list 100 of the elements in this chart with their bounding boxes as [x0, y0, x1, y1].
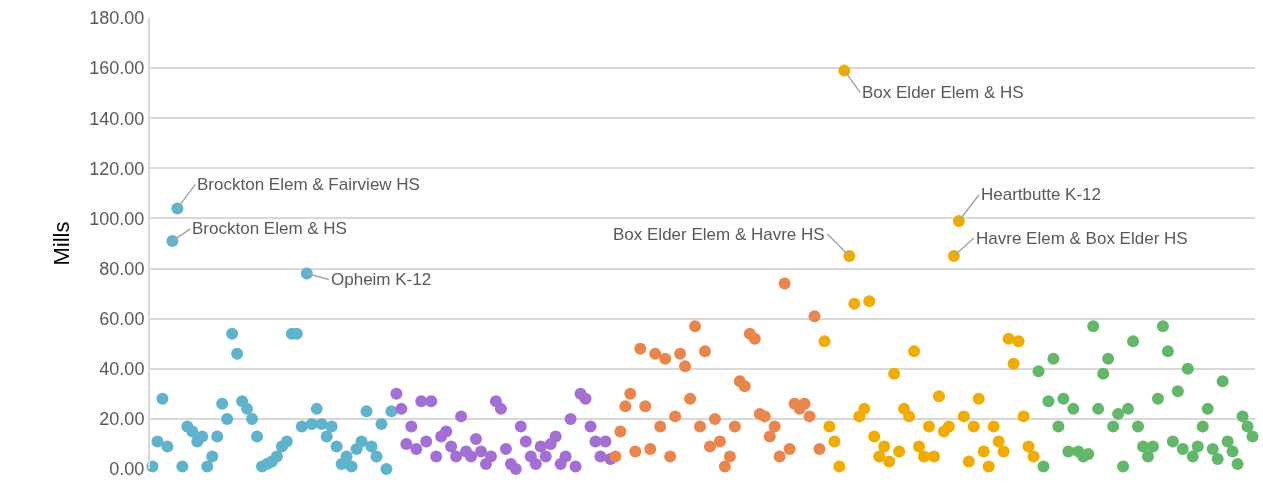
- point: [833, 460, 846, 473]
- point: [738, 380, 751, 393]
- point: [1221, 435, 1234, 448]
- data-label: Havre Elem & Box Elder HS: [976, 229, 1188, 248]
- point: [609, 450, 622, 463]
- point: [410, 442, 423, 455]
- point: [1027, 450, 1040, 463]
- point: [624, 387, 637, 400]
- point: [893, 445, 906, 458]
- point: [708, 412, 721, 425]
- point: [1236, 410, 1249, 423]
- point: [977, 445, 990, 458]
- point: [320, 430, 333, 443]
- y-tick-label: 40.00: [99, 359, 145, 380]
- point: [1102, 352, 1115, 365]
- data-label: Box Elder Elem & Havre HS: [613, 225, 825, 244]
- point: [674, 347, 687, 360]
- point: [549, 430, 562, 443]
- point: [564, 412, 577, 425]
- point: [748, 332, 761, 345]
- point: [1211, 452, 1224, 465]
- y-axis-title: Mills: [48, 221, 74, 266]
- point: [903, 410, 916, 423]
- point: [773, 450, 786, 463]
- point: [823, 420, 836, 433]
- point: [908, 345, 921, 358]
- point: [509, 463, 522, 475]
- point: [932, 390, 945, 403]
- point: [654, 420, 667, 433]
- point: [803, 410, 816, 423]
- point: [1017, 410, 1030, 423]
- point: [579, 392, 592, 405]
- y-tick-label: 140.00: [89, 108, 145, 129]
- point: [151, 435, 164, 448]
- point: [713, 435, 726, 448]
- point: [828, 435, 841, 448]
- point: [1201, 402, 1214, 415]
- point: [1132, 420, 1145, 433]
- y-tick-label: 100.00: [89, 208, 145, 229]
- point: [355, 435, 368, 448]
- point: [1067, 402, 1080, 415]
- point: [1117, 460, 1130, 473]
- point: [808, 310, 821, 323]
- point: [768, 420, 781, 433]
- point: [206, 450, 219, 463]
- point: [559, 450, 572, 463]
- point: [947, 250, 960, 263]
- point: [295, 420, 308, 433]
- point: [888, 367, 901, 380]
- point: [390, 387, 403, 400]
- point: [569, 460, 582, 473]
- point: [241, 402, 254, 415]
- point: [718, 460, 731, 473]
- point: [813, 442, 826, 455]
- point: [305, 417, 318, 430]
- point: [848, 297, 861, 310]
- point: [280, 435, 293, 448]
- point: [1002, 332, 1015, 345]
- point: [211, 430, 224, 443]
- point: [1097, 367, 1110, 380]
- point: [370, 450, 383, 463]
- point: [1186, 450, 1199, 463]
- point: [1107, 420, 1120, 433]
- point: [873, 450, 886, 463]
- y-tick-label: 60.00: [99, 308, 145, 329]
- point: [405, 420, 418, 433]
- point: [1037, 460, 1050, 473]
- point: [420, 435, 433, 448]
- point: [1047, 352, 1060, 365]
- point: [375, 417, 388, 430]
- point: [703, 440, 716, 453]
- point: [783, 442, 796, 455]
- point: [465, 450, 478, 463]
- point: [913, 440, 926, 453]
- point: [499, 442, 512, 455]
- point: [942, 420, 955, 433]
- point: [599, 435, 612, 448]
- y-tick-label: 0.00: [109, 459, 145, 480]
- point: [1112, 407, 1125, 420]
- point: [1007, 357, 1020, 370]
- point: [166, 234, 179, 247]
- point: [176, 460, 189, 473]
- point: [684, 392, 697, 405]
- point: [1087, 320, 1100, 333]
- point: [883, 455, 896, 468]
- point: [1196, 420, 1209, 433]
- point: [649, 347, 662, 360]
- point: [186, 425, 199, 438]
- point: [385, 405, 398, 418]
- point: [679, 360, 692, 373]
- data-label: Opheim K-12: [331, 270, 432, 289]
- point: [1176, 442, 1189, 455]
- point: [957, 410, 970, 423]
- point: [251, 430, 264, 443]
- point: [922, 420, 935, 433]
- point: [987, 420, 1000, 433]
- point: [594, 450, 607, 463]
- point: [843, 250, 856, 263]
- point: [201, 460, 214, 473]
- point: [689, 320, 702, 333]
